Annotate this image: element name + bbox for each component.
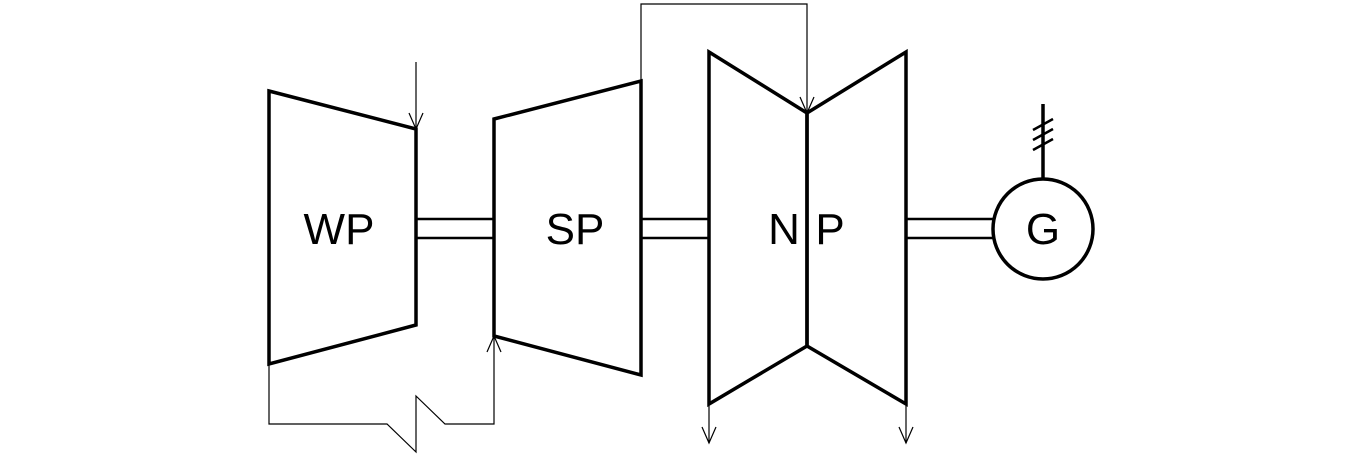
generator-label: G (1026, 205, 1060, 254)
np-exhaust-left-arrow (701, 404, 717, 445)
wp-label: WP (304, 205, 375, 254)
np-label-right: P (815, 205, 844, 254)
reheat-steam-line (268, 334, 502, 454)
np-exhaust-right-arrow (898, 404, 914, 445)
crossover-steam-line (640, 3, 815, 115)
steam-inlet-arrow (408, 62, 424, 131)
shaft-np-generator (906, 217, 993, 240)
shaft-wp-sp (416, 217, 494, 240)
np-label-left: N (768, 205, 800, 254)
three-phase-output-symbol (1032, 104, 1054, 179)
shaft-sp-np (641, 217, 709, 240)
wp-turbine-stage (267, 88, 418, 367)
sp-turbine-stage (492, 78, 643, 378)
sp-label: SP (546, 205, 605, 254)
